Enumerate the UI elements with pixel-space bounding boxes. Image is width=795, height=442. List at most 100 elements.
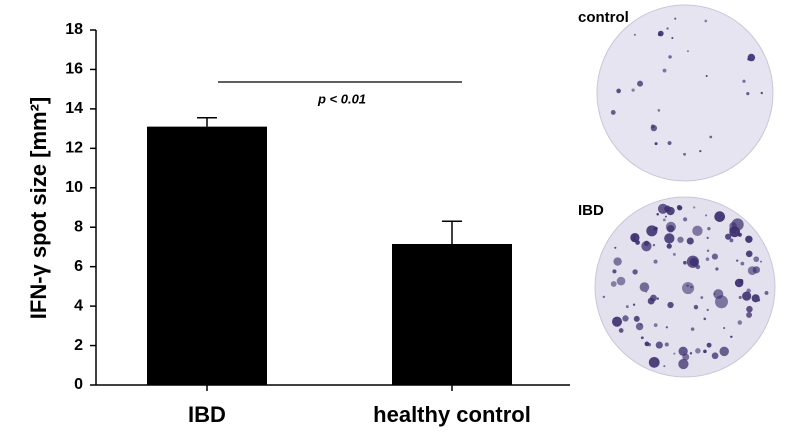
spot	[747, 53, 756, 62]
spot	[709, 135, 713, 139]
spot	[648, 356, 660, 368]
spot	[610, 281, 617, 287]
y-tick-label: 18	[65, 21, 83, 38]
spot	[662, 68, 667, 73]
spot	[764, 291, 769, 295]
spot	[736, 259, 739, 262]
spot	[631, 237, 636, 242]
spot	[647, 297, 655, 305]
spot	[677, 236, 684, 243]
spot	[686, 50, 689, 53]
spot	[689, 352, 693, 355]
spot	[742, 79, 746, 83]
spot	[747, 266, 757, 276]
spot	[707, 226, 711, 231]
spot	[612, 269, 617, 274]
well	[596, 4, 774, 182]
spot	[632, 269, 638, 275]
spot	[663, 365, 666, 368]
spot	[650, 124, 658, 132]
spot	[657, 109, 661, 112]
spot	[640, 336, 644, 340]
spot	[655, 341, 663, 349]
spot	[695, 264, 701, 270]
spot	[706, 249, 710, 253]
spot	[664, 233, 675, 244]
spot	[662, 218, 666, 222]
image-label: IBD	[578, 202, 604, 219]
spot	[714, 211, 726, 222]
spot	[656, 297, 659, 300]
p-value: p < 0.01	[317, 91, 366, 106]
spot	[611, 316, 623, 327]
spot	[610, 110, 616, 115]
spot	[667, 141, 672, 146]
spot	[715, 267, 719, 271]
spot	[737, 232, 742, 237]
spot	[705, 75, 708, 78]
spot	[729, 238, 734, 243]
spot	[725, 233, 732, 240]
spot	[654, 142, 658, 146]
spot	[637, 80, 644, 87]
spot	[683, 260, 687, 265]
spot	[739, 279, 744, 284]
spot	[683, 152, 686, 156]
spot	[705, 214, 708, 217]
spot	[666, 243, 672, 249]
spot	[653, 226, 658, 231]
spot	[700, 296, 704, 299]
spot	[622, 315, 629, 322]
spot	[683, 217, 688, 222]
spot	[657, 30, 664, 37]
spot	[665, 326, 669, 329]
spot	[753, 256, 760, 263]
spot	[693, 206, 696, 209]
spot	[760, 91, 763, 95]
spot	[616, 88, 621, 94]
spot	[668, 55, 672, 59]
spot	[689, 257, 699, 267]
y-tick-label: 12	[65, 140, 83, 157]
spot	[632, 303, 636, 306]
spot	[644, 341, 650, 347]
spot	[711, 352, 719, 360]
image-label: control	[578, 9, 629, 26]
y-tick-label: 4	[74, 297, 83, 314]
well-ibd	[594, 196, 776, 378]
y-tick-label: 6	[74, 258, 83, 275]
spot	[667, 301, 674, 309]
spot	[746, 311, 753, 318]
spot	[732, 229, 736, 234]
spot	[730, 335, 733, 339]
spot	[666, 206, 675, 216]
spot	[692, 225, 703, 236]
spot	[738, 295, 742, 300]
spot	[723, 326, 726, 330]
spot	[742, 291, 752, 301]
spot	[690, 327, 695, 331]
spot	[673, 352, 676, 355]
spot	[745, 250, 753, 258]
spot	[706, 308, 709, 312]
spot	[678, 358, 689, 370]
spot	[745, 235, 753, 243]
spot	[706, 236, 709, 240]
spot	[674, 17, 677, 20]
spot	[631, 88, 635, 92]
spot	[737, 320, 743, 325]
bar	[147, 126, 267, 385]
spot	[699, 149, 702, 153]
spot	[746, 92, 750, 96]
spot	[705, 257, 710, 261]
spot	[677, 205, 683, 211]
spot	[613, 257, 622, 266]
spot	[666, 27, 669, 30]
y-tick-label: 14	[65, 100, 83, 117]
spot	[633, 315, 640, 322]
y-tick-label: 2	[74, 337, 83, 354]
spot	[693, 304, 699, 310]
spot	[713, 289, 724, 300]
spot	[656, 212, 659, 216]
spot	[703, 317, 707, 321]
